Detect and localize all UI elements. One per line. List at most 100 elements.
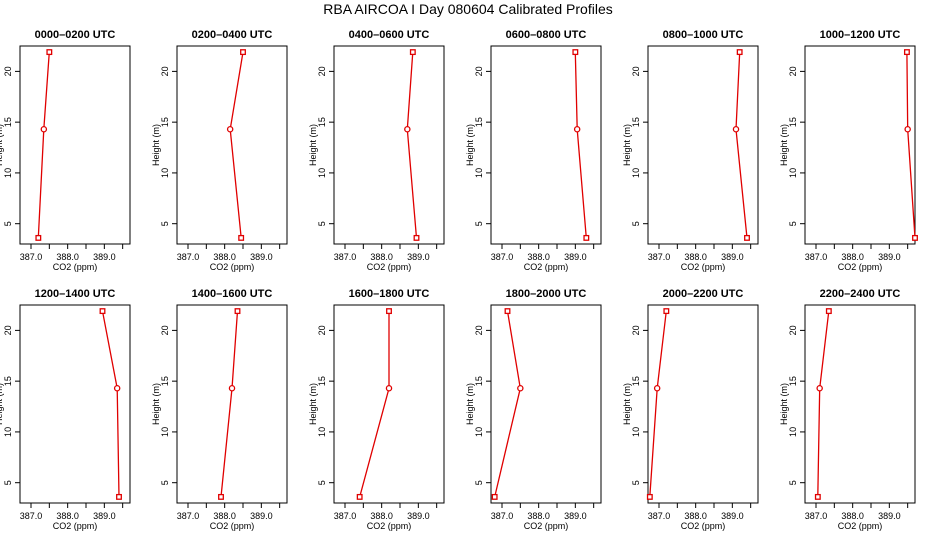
profile-panel-8: 1600–1800 UTC 387.0 388.0 389.0 5 10 15 20 CO2 (… [308, 288, 445, 531]
y-axis-label: Height (m) [151, 383, 161, 425]
data-point-low [744, 234, 750, 241]
y-tick-label: 5 [474, 480, 484, 485]
x-tick-label: 387.0 [648, 252, 671, 262]
y-tick-label: 5 [788, 221, 798, 226]
y-tick-label: 10 [317, 168, 327, 178]
y-tick-label: 10 [788, 427, 798, 437]
y-tick-label: 20 [788, 325, 798, 335]
x-tick-label: 389.0 [407, 511, 430, 521]
x-tick-label: 388.0 [370, 511, 393, 521]
y-tick-label: 15 [3, 117, 13, 127]
profile-panel-2: 0400–0600 UTC 387.0 388.0 389.0 5 10 15 20 CO2 (… [308, 29, 445, 272]
panel-title: 2000–2200 UTC [663, 288, 744, 300]
data-point-low [116, 493, 122, 500]
panel-title: 0400–0600 UTC [349, 29, 430, 41]
x-axis-label: CO2 (ppm) [367, 521, 412, 531]
profile-panel-11: 2200–2400 UTC 387.0 388.0 389.0 5 10 15 20 CO2 (… [779, 288, 916, 531]
data-point-mid [816, 385, 823, 392]
x-tick-label: 388.0 [370, 252, 393, 262]
data-point-high [240, 49, 246, 56]
y-tick-label: 15 [631, 117, 641, 127]
profile-panel-7: 1400–1600 UTC 387.0 388.0 389.0 5 10 15 20 CO2 (… [151, 288, 288, 531]
plot-frame [804, 45, 916, 245]
x-tick-label: 387.0 [805, 511, 828, 521]
y-tick-label: 15 [788, 376, 798, 386]
x-tick-label: 388.0 [527, 511, 550, 521]
y-tick-label: 10 [317, 427, 327, 437]
profile-line [574, 52, 587, 238]
y-axis-label: Height (m) [622, 124, 632, 166]
data-point-mid [228, 385, 236, 392]
data-point-high [903, 49, 910, 56]
x-tick-label: 387.0 [177, 252, 200, 262]
x-axis-label: CO2 (ppm) [681, 521, 726, 531]
panel-title: 1200–1400 UTC [35, 288, 116, 300]
plot-frame [176, 304, 288, 504]
y-tick-label: 20 [788, 66, 798, 76]
panel-title: 1400–1600 UTC [192, 288, 273, 300]
y-tick-label: 10 [474, 427, 484, 437]
x-tick-label: 388.0 [527, 252, 550, 262]
panel-title: 0800–1000 UTC [663, 29, 744, 41]
data-point-high [825, 308, 832, 315]
x-axis-label: CO2 (ppm) [210, 521, 255, 531]
y-tick-label: 15 [317, 117, 327, 127]
data-point-low [583, 234, 590, 241]
plot-frame [804, 304, 916, 504]
x-axis-label: CO2 (ppm) [681, 262, 726, 272]
plot-frame [647, 45, 759, 245]
y-axis-label: Height (m) [779, 124, 789, 166]
profile-line [817, 311, 830, 497]
x-axis-label: CO2 (ppm) [53, 262, 98, 272]
x-tick-label: 389.0 [721, 511, 744, 521]
x-tick-label: 388.0 [841, 252, 864, 262]
x-tick-label: 387.0 [177, 511, 200, 521]
x-tick-label: 389.0 [878, 511, 901, 521]
x-tick-label: 388.0 [684, 252, 707, 262]
y-tick-label: 15 [631, 376, 641, 386]
panel-title: 0600–0800 UTC [506, 29, 587, 41]
data-point-mid [113, 385, 121, 392]
data-point-low [814, 493, 821, 500]
y-axis-label: Height (m) [622, 383, 632, 425]
profile-line [229, 51, 244, 238]
y-tick-label: 20 [317, 325, 327, 335]
y-tick-label: 10 [3, 168, 13, 178]
y-tick-label: 10 [788, 168, 798, 178]
x-tick-label: 387.0 [491, 511, 514, 521]
x-tick-label: 387.0 [491, 252, 514, 262]
x-tick-label: 389.0 [93, 511, 116, 521]
profile-panel-1: 0200–0400 UTC 387.0 388.0 389.0 5 10 15 20 CO2 (… [151, 29, 288, 272]
x-tick-label: 388.0 [56, 252, 79, 262]
data-point-low [413, 234, 420, 241]
data-point-mid [904, 126, 911, 133]
data-point-high [572, 49, 579, 56]
data-point-high [386, 308, 392, 315]
profile-line [101, 310, 120, 497]
x-axis-label: CO2 (ppm) [838, 262, 883, 272]
y-tick-label: 5 [474, 221, 484, 226]
plot-frame [19, 304, 131, 504]
data-point-low [491, 493, 498, 500]
y-tick-label: 20 [317, 66, 327, 76]
data-point-low [912, 234, 918, 241]
data-point-low [35, 234, 42, 241]
profile-panel-3: 0600–0800 UTC 387.0 388.0 389.0 5 10 15 20 CO2 (… [465, 29, 602, 272]
profile-panel-9: 1800–2000 UTC 387.0 388.0 389.0 5 10 15 20 CO2 (… [465, 288, 602, 531]
data-point-high [99, 308, 106, 315]
x-axis-label: CO2 (ppm) [838, 521, 883, 531]
data-point-mid [653, 385, 661, 392]
panel-title: 0000–0200 UTC [35, 29, 116, 41]
x-tick-label: 387.0 [20, 511, 43, 521]
panel-title: 0200–0400 UTC [192, 29, 273, 41]
profile-line [735, 52, 748, 238]
x-tick-label: 389.0 [250, 511, 273, 521]
data-point-high [234, 308, 241, 315]
x-tick-label: 388.0 [841, 511, 864, 521]
data-point-high [46, 49, 53, 56]
y-tick-label: 5 [317, 221, 327, 226]
x-axis-label: CO2 (ppm) [367, 262, 412, 272]
y-tick-label: 10 [160, 168, 170, 178]
y-tick-label: 5 [3, 480, 13, 485]
data-point-high [736, 49, 743, 56]
